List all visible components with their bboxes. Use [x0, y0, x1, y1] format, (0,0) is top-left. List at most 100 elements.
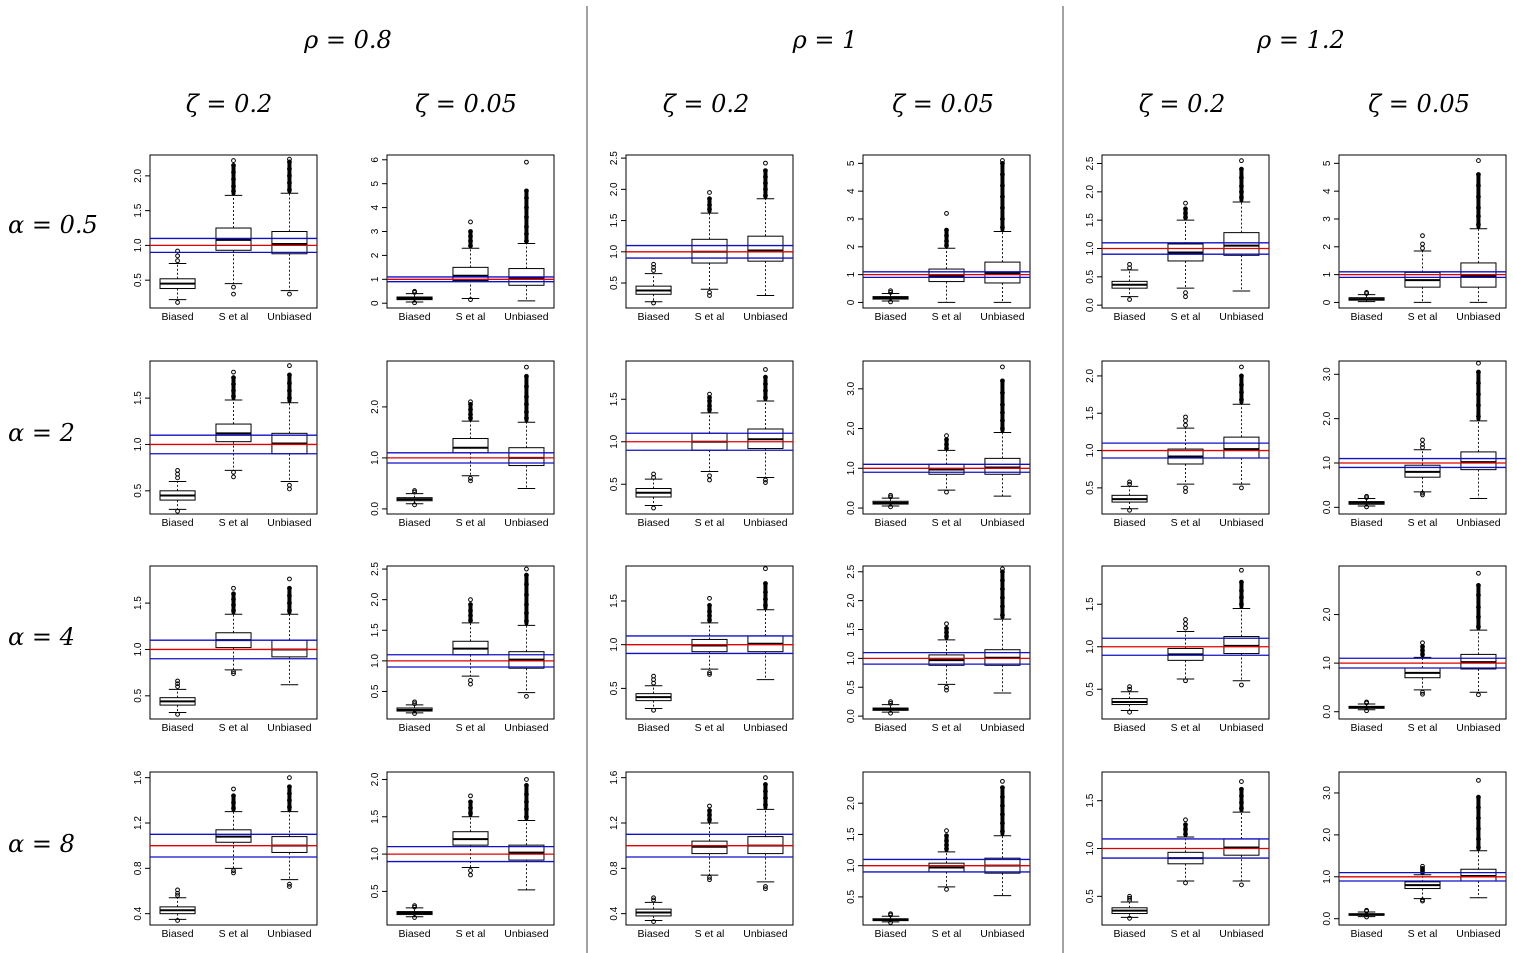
outlier-point — [175, 711, 180, 717]
x-category-label: S et al — [1171, 517, 1201, 529]
outlier-point — [1420, 445, 1425, 450]
panel: 0.0 1.0 2.0 3.0 Biased S et al Unbiased — [1322, 771, 1507, 940]
y-tick-label: 0 — [1322, 299, 1333, 305]
outlier-point — [1183, 418, 1188, 424]
x-category-label: Biased — [1114, 722, 1146, 734]
outlier-point — [175, 508, 180, 514]
outlier-point — [1239, 158, 1244, 164]
y-tick-label: 0.5 — [133, 483, 144, 497]
outlier-point — [412, 489, 417, 495]
x-category-label: Unbiased — [1456, 311, 1501, 323]
zeta-header: ζ = 0.05 — [1368, 90, 1470, 118]
x-category-label: Biased — [875, 722, 907, 734]
plot-frame — [1338, 360, 1507, 515]
outlier-point — [1420, 689, 1425, 695]
outlier-point — [763, 160, 768, 166]
panel: 0.5 1.0 1.5 Biased S et al Unbiased — [1085, 565, 1270, 734]
outlier-point — [1127, 297, 1132, 302]
y-tick-label: 0.5 — [846, 890, 857, 904]
rho-header: ρ = 0.8 — [303, 26, 392, 54]
zeta-header: ζ = 0.05 — [892, 90, 994, 118]
outlier-point — [1183, 489, 1188, 495]
outlier-point — [707, 670, 712, 676]
x-category-label: S et al — [456, 517, 486, 529]
panel: 0.0 1.0 2.0 Biased S et al Unbiased — [1322, 565, 1507, 734]
x-category-label: Unbiased — [743, 517, 788, 529]
y-tick-label: 3 — [846, 216, 857, 222]
outlier-point — [524, 777, 529, 782]
y-tick-label: 1.5 — [370, 623, 381, 637]
y-tick-label: 1.0 — [1322, 456, 1333, 470]
outlier-point — [1183, 422, 1188, 428]
plot-frame — [625, 154, 794, 309]
x-category-label: Unbiased — [504, 517, 549, 529]
outlier-point — [1420, 233, 1425, 239]
y-tick-label: 1.0 — [370, 653, 381, 667]
zeta-header: ζ = 0.2 — [1139, 90, 1226, 118]
outlier-point — [944, 887, 949, 892]
panel: 0.0 1.0 2.0 3.0 Biased S et al Unbiased — [1322, 360, 1507, 529]
outlier-point — [1239, 567, 1244, 573]
outlier-point — [707, 672, 712, 677]
outlier-point — [1183, 625, 1188, 631]
x-category-label: Unbiased — [1456, 517, 1501, 529]
outlier-point — [1239, 779, 1244, 784]
x-category-label: Biased — [1114, 928, 1146, 940]
x-category-label: S et al — [932, 517, 962, 529]
y-tick-label: 4 — [846, 188, 857, 194]
outlier-point — [651, 268, 656, 273]
plot-frame — [862, 154, 1031, 309]
outlier-point — [888, 299, 893, 305]
outlier-point — [707, 190, 712, 195]
outlier-point — [1476, 360, 1481, 366]
y-tick-label: 0.0 — [846, 501, 857, 515]
x-category-label: Biased — [875, 928, 907, 940]
panel: 0.5 1.0 1.5 Biased S et al Unbiased — [133, 565, 318, 734]
outlier-point — [1127, 481, 1132, 487]
x-category-label: Biased — [1351, 928, 1383, 940]
x-category-label: Biased — [638, 517, 670, 529]
y-tick-label: 1.6 — [133, 770, 144, 784]
outlier-point — [412, 903, 417, 908]
x-category-label: S et al — [932, 928, 962, 940]
y-tick-label: 1.0 — [609, 434, 620, 448]
outlier-point — [651, 265, 656, 270]
y-tick-label: 1.0 — [370, 451, 381, 465]
y-tick-label: 0.5 — [133, 688, 144, 702]
y-tick-label: 1.5 — [370, 809, 381, 823]
x-category-label: S et al — [695, 311, 725, 323]
outlier-point — [524, 566, 529, 572]
x-category-label: S et al — [219, 928, 249, 940]
y-tick-label: 0.5 — [1085, 480, 1096, 494]
x-category-label: Biased — [399, 517, 431, 529]
y-tick-label: 0.5 — [370, 884, 381, 898]
x-category-label: Unbiased — [267, 722, 312, 734]
outlier-point — [888, 911, 893, 917]
x-category-label: Unbiased — [743, 928, 788, 940]
x-category-label: Biased — [875, 517, 907, 529]
panel: 0 1 2 3 4 5 Biased S et al Unbiased — [846, 154, 1031, 323]
y-tick-label: 2.0 — [1322, 827, 1333, 841]
x-category-label: S et al — [456, 928, 486, 940]
outlier-point — [1420, 441, 1425, 447]
panel: 0.5 1.0 1.5 2.0 2.5 Biased S et al Unbiased — [609, 151, 794, 323]
outlier-point — [651, 919, 656, 924]
y-tick-label: 2.0 — [846, 593, 857, 607]
outlier-point — [651, 895, 656, 901]
outlier-point — [231, 469, 236, 475]
y-tick-label: 2.0 — [1322, 411, 1333, 425]
y-tick-label: 4 — [1322, 188, 1333, 194]
plot-frame — [149, 360, 318, 515]
outlier-point — [287, 775, 292, 781]
plot-frame — [149, 771, 318, 926]
panel: 0.5 1.0 1.5 2.0 Biased S et al Unbiased — [370, 771, 555, 940]
x-category-label: Biased — [1351, 517, 1383, 529]
y-tick-label: 1.0 — [133, 642, 144, 656]
alpha-label: α = 4 — [8, 623, 75, 651]
outlier-point — [175, 300, 180, 305]
alpha-label: α = 2 — [8, 419, 75, 447]
outlier-point — [231, 786, 236, 792]
y-tick-label: 3.0 — [1322, 367, 1333, 381]
x-category-label: Biased — [399, 722, 431, 734]
y-tick-label: 0.5 — [609, 477, 620, 491]
